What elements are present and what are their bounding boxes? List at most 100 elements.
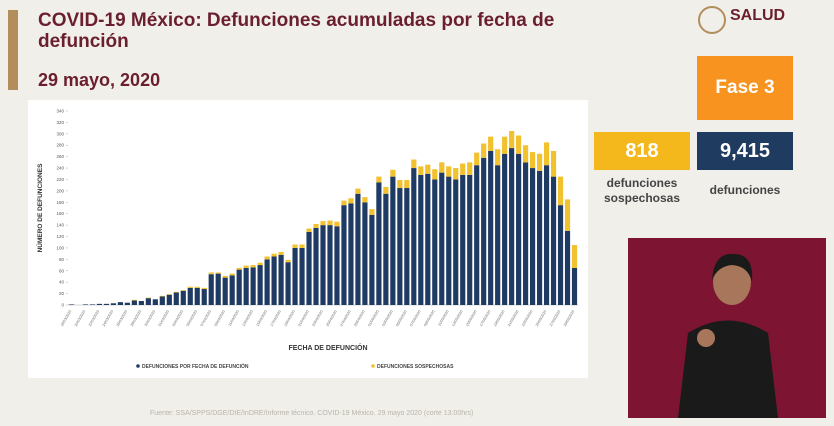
bar-segment bbox=[390, 169, 396, 177]
bar-segment bbox=[180, 290, 186, 305]
bar-segment bbox=[278, 254, 284, 305]
bar-segment bbox=[222, 275, 228, 278]
y-tick-label: 180 bbox=[56, 200, 64, 205]
bar-segment bbox=[418, 166, 424, 175]
y-tick-label: 340 bbox=[56, 109, 64, 114]
bar-segment bbox=[348, 203, 354, 305]
source: Fuente: SSA/SPPS/DGE/DIE/InDRE/Informe t… bbox=[150, 410, 474, 417]
bar-segment bbox=[236, 269, 242, 305]
bar-segment bbox=[299, 244, 305, 248]
bar-segment bbox=[509, 130, 515, 149]
bar-segment bbox=[523, 162, 529, 305]
bar-segment bbox=[180, 290, 186, 291]
bar-segment bbox=[194, 287, 200, 305]
title: COVID-19 México: Defunciones acumuladas … bbox=[38, 10, 555, 52]
bar-segment bbox=[362, 197, 368, 203]
bar-segment bbox=[187, 287, 193, 305]
bar-segment bbox=[481, 143, 487, 158]
bar-segment bbox=[131, 300, 137, 305]
suspected-label: defunciones sospechosas bbox=[603, 176, 681, 205]
bar-segment bbox=[411, 159, 417, 169]
bar-segment bbox=[159, 296, 165, 305]
bar-segment bbox=[564, 230, 571, 305]
bar-segment bbox=[166, 294, 172, 305]
y-tick-label: 220 bbox=[56, 177, 64, 182]
bar-segment bbox=[516, 153, 522, 305]
bar-segment bbox=[432, 179, 438, 305]
bar-segment bbox=[446, 166, 452, 177]
bar-segment bbox=[208, 272, 214, 275]
bar-segment bbox=[439, 162, 445, 173]
date: 29 mayo, 2020 bbox=[38, 70, 161, 90]
bar-segment bbox=[327, 220, 333, 226]
y-tick-label: 160 bbox=[56, 211, 64, 216]
bar-segment bbox=[453, 168, 459, 180]
bar-segment bbox=[543, 142, 550, 166]
bar-segment bbox=[250, 265, 256, 268]
bar-segment bbox=[571, 267, 578, 305]
bar-segment bbox=[236, 267, 242, 270]
bar-segment bbox=[264, 259, 270, 305]
deaths-label: defunciones bbox=[709, 183, 781, 197]
bar-segment bbox=[334, 226, 340, 305]
y-tick-label: 60 bbox=[59, 268, 65, 273]
legend-swatch bbox=[371, 364, 375, 368]
y-tick-label: 200 bbox=[56, 188, 64, 193]
phase-box: Fase 3 bbox=[697, 56, 793, 120]
y-axis-label: NÚMERO DE DEFUNCIONES bbox=[35, 163, 44, 253]
bar-segment bbox=[173, 291, 179, 293]
bar-segment bbox=[89, 304, 96, 305]
bar-segment bbox=[509, 148, 515, 305]
bar-segment bbox=[250, 267, 256, 305]
bar-segment bbox=[313, 227, 319, 305]
bar-segment bbox=[173, 292, 179, 305]
bar-segment bbox=[550, 150, 557, 177]
bar-segment bbox=[145, 298, 151, 305]
bar-segment bbox=[152, 299, 158, 305]
bar-segment bbox=[320, 225, 326, 305]
bar-segment bbox=[292, 247, 298, 305]
bar-segment bbox=[285, 259, 291, 263]
bar-segment bbox=[481, 157, 487, 305]
bar-segment bbox=[495, 149, 501, 166]
bar-segment bbox=[495, 165, 501, 305]
y-tick-label: 80 bbox=[59, 257, 65, 262]
bar-segment bbox=[117, 302, 123, 305]
bar-segment bbox=[418, 174, 424, 305]
y-tick-label: 20 bbox=[59, 291, 65, 296]
bar-segment bbox=[159, 295, 165, 297]
bar-segment bbox=[229, 273, 235, 276]
bar-segment bbox=[474, 165, 480, 305]
y-tick-label: 280 bbox=[56, 143, 64, 148]
bar-segment bbox=[271, 253, 277, 257]
bar-segment bbox=[453, 179, 459, 305]
y-tick-label: 100 bbox=[56, 245, 64, 250]
interpreter-video bbox=[628, 238, 826, 418]
bar-segment bbox=[362, 202, 368, 305]
bar-segment bbox=[320, 221, 326, 226]
y-tick-label: 140 bbox=[56, 223, 64, 228]
bar-segment bbox=[243, 265, 249, 268]
legend-label: DEFUNCIONES SOSPECHOSAS bbox=[377, 364, 454, 370]
bar-segment bbox=[355, 188, 361, 194]
bar-segment bbox=[341, 205, 347, 305]
bar-segment bbox=[543, 165, 550, 305]
bar-segment bbox=[557, 205, 564, 305]
bar-segment bbox=[327, 225, 333, 305]
bar-segment bbox=[564, 199, 571, 231]
bar-segment bbox=[194, 286, 200, 288]
bar-segment bbox=[369, 209, 375, 215]
bar-segment bbox=[460, 163, 466, 175]
y-tick-label: 300 bbox=[56, 131, 64, 136]
bar-segment bbox=[103, 303, 110, 305]
bar-segment bbox=[306, 231, 312, 305]
bar-segment bbox=[390, 176, 396, 305]
bar-segment bbox=[550, 176, 557, 305]
bar-segment bbox=[488, 150, 494, 305]
bar-segment bbox=[215, 273, 221, 305]
x-axis-label: FECHA DE DEFUNCIÓN bbox=[288, 343, 367, 352]
bar-segment bbox=[201, 289, 207, 305]
bar-segment bbox=[96, 303, 103, 305]
bar-segment bbox=[446, 176, 452, 305]
